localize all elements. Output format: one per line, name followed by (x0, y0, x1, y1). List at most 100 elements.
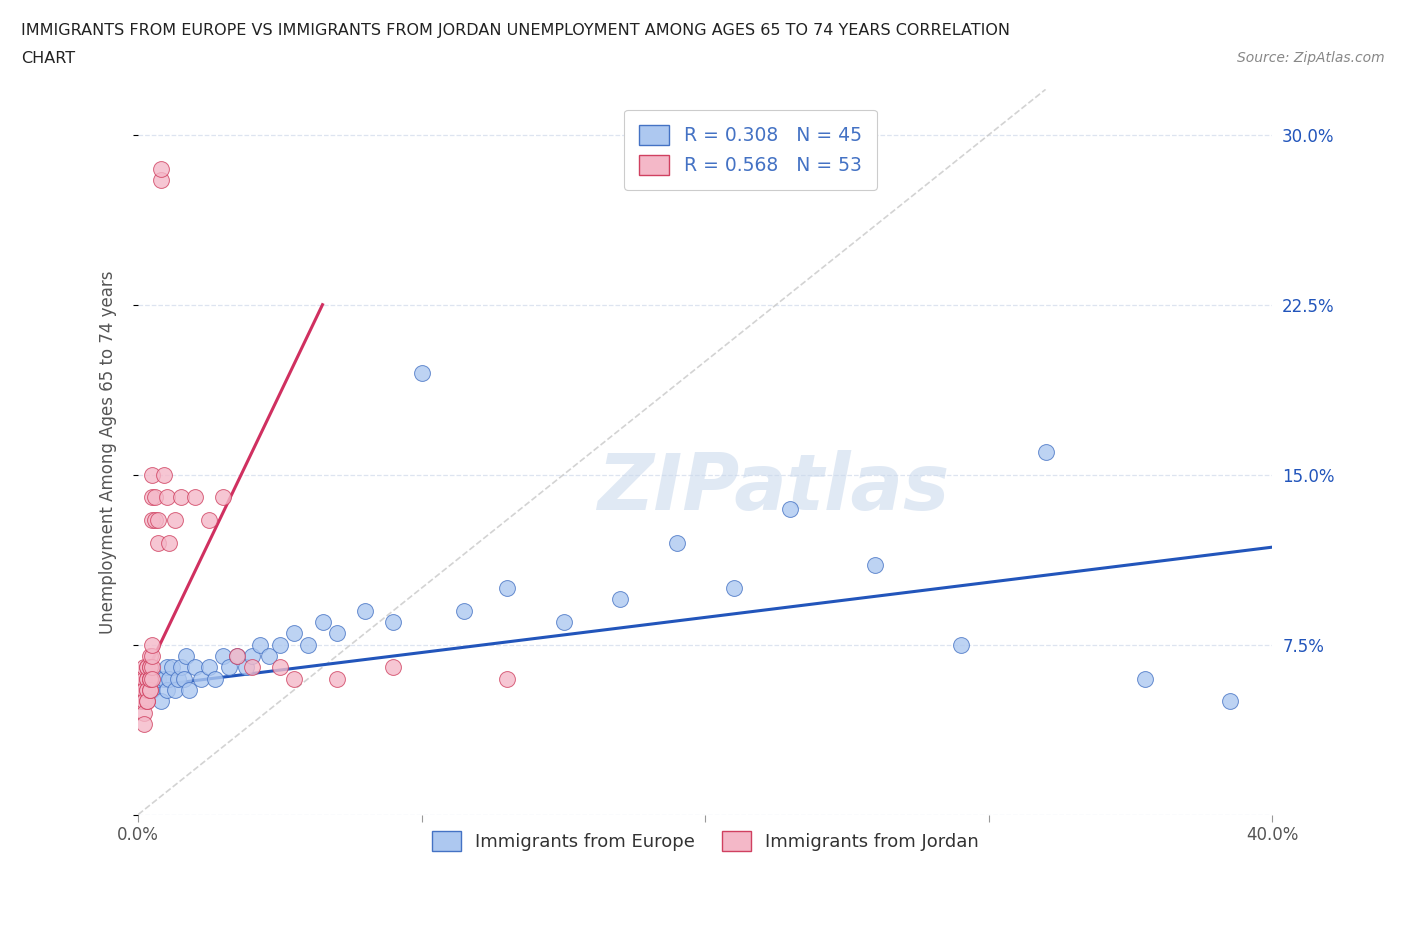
Point (198, 659, 221, 674)
Point (170, 490, 193, 505)
Point (257, 648, 280, 663)
Point (149, 161, 172, 176)
Legend: Immigrants from Europe, Immigrants from Jordan: Immigrants from Europe, Immigrants from … (423, 822, 988, 860)
Point (240, 648, 263, 663)
Point (865, 558, 887, 573)
Point (453, 604, 475, 618)
Point (198, 512, 221, 527)
Text: Source: ZipAtlas.com: Source: ZipAtlas.com (1237, 51, 1385, 65)
Point (212, 648, 235, 663)
Point (173, 671, 195, 686)
Point (129, 683, 152, 698)
Point (160, 659, 183, 674)
Point (132, 659, 155, 674)
Point (141, 467, 163, 482)
Point (146, 535, 169, 550)
Point (132, 705, 155, 720)
Point (138, 659, 160, 674)
Point (190, 671, 212, 686)
Point (149, 173, 172, 188)
Point (235, 659, 257, 674)
Point (269, 637, 291, 652)
Point (665, 535, 688, 550)
Point (495, 671, 517, 686)
Point (184, 490, 207, 505)
Point (138, 683, 160, 698)
Point (138, 659, 160, 674)
Point (179, 683, 201, 698)
Point (553, 615, 575, 630)
Point (129, 694, 152, 709)
Point (165, 512, 187, 527)
Point (157, 671, 180, 686)
Point (723, 580, 745, 595)
Point (138, 671, 160, 686)
Point (143, 512, 166, 527)
Point (1035, 445, 1057, 459)
Text: ZIPatlas: ZIPatlas (598, 450, 949, 526)
Point (141, 683, 163, 698)
Point (495, 580, 517, 595)
Text: CHART: CHART (21, 51, 75, 66)
Point (141, 637, 163, 652)
Point (176, 648, 198, 663)
Point (184, 659, 207, 674)
Y-axis label: Unemployment Among Ages 65 to 74 years: Unemployment Among Ages 65 to 74 years (100, 271, 117, 633)
Point (141, 648, 163, 663)
Point (141, 659, 163, 674)
Point (138, 683, 160, 698)
Point (1133, 671, 1156, 686)
Point (283, 671, 305, 686)
Point (152, 671, 174, 686)
Point (212, 490, 235, 505)
Point (155, 683, 177, 698)
Point (146, 671, 169, 686)
Text: IMMIGRANTS FROM EUROPE VS IMMIGRANTS FROM JORDAN UNEMPLOYMENT AMONG AGES 65 TO 7: IMMIGRANTS FROM EUROPE VS IMMIGRANTS FRO… (21, 23, 1010, 38)
Point (283, 626, 305, 641)
Point (609, 591, 631, 606)
Point (135, 694, 157, 709)
Point (138, 671, 160, 686)
Point (141, 512, 163, 527)
Point (132, 716, 155, 731)
Point (170, 659, 193, 674)
Point (155, 490, 177, 505)
Point (311, 615, 333, 630)
Point (218, 659, 240, 674)
Point (167, 671, 190, 686)
Point (240, 659, 263, 674)
Point (146, 512, 169, 527)
Point (1219, 694, 1241, 709)
Point (382, 659, 405, 674)
Point (949, 637, 972, 652)
Point (141, 671, 163, 686)
Point (132, 671, 155, 686)
Point (135, 694, 157, 709)
Point (325, 671, 347, 686)
Point (297, 637, 319, 652)
Point (135, 659, 157, 674)
Point (143, 490, 166, 505)
Point (157, 535, 180, 550)
Point (152, 467, 174, 482)
Point (779, 501, 801, 516)
Point (138, 671, 160, 686)
Point (269, 659, 291, 674)
Point (138, 648, 160, 663)
Point (135, 659, 157, 674)
Point (325, 626, 347, 641)
Point (135, 683, 157, 698)
Point (226, 648, 249, 663)
Point (132, 683, 155, 698)
Point (135, 671, 157, 686)
Point (132, 694, 155, 709)
Point (354, 604, 377, 618)
Point (129, 671, 152, 686)
Point (226, 648, 249, 663)
Point (165, 683, 187, 698)
Point (155, 659, 177, 674)
Point (149, 694, 172, 709)
Point (411, 365, 433, 380)
Point (135, 671, 157, 686)
Point (141, 490, 163, 505)
